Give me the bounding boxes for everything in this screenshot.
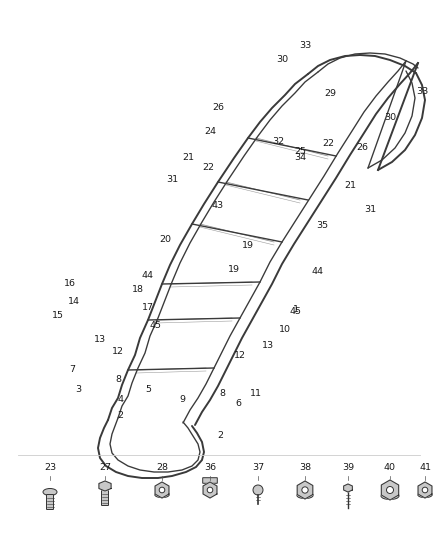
Polygon shape — [344, 484, 352, 492]
Polygon shape — [99, 481, 111, 491]
Text: 10: 10 — [279, 326, 291, 335]
Text: 40: 40 — [384, 463, 396, 472]
Text: 26: 26 — [356, 143, 368, 152]
Circle shape — [302, 487, 308, 493]
Text: 31: 31 — [364, 206, 376, 214]
Ellipse shape — [381, 492, 399, 499]
Text: 18: 18 — [132, 286, 144, 295]
Text: 33: 33 — [299, 42, 311, 51]
FancyBboxPatch shape — [46, 495, 53, 510]
Polygon shape — [418, 482, 432, 498]
Text: 44: 44 — [312, 268, 324, 277]
Text: 7: 7 — [69, 366, 75, 375]
Text: 35: 35 — [316, 221, 328, 230]
Text: 9: 9 — [179, 395, 185, 405]
Text: 4: 4 — [117, 395, 123, 405]
Text: 38: 38 — [299, 463, 311, 472]
Text: 3: 3 — [75, 385, 81, 394]
Text: 23: 23 — [44, 463, 56, 472]
Text: 33: 33 — [416, 87, 428, 96]
Text: 16: 16 — [64, 279, 76, 288]
Text: 21: 21 — [344, 181, 356, 190]
FancyBboxPatch shape — [203, 478, 217, 483]
Text: 19: 19 — [228, 265, 240, 274]
Text: 14: 14 — [68, 297, 80, 306]
Text: 8: 8 — [219, 389, 225, 398]
Text: 31: 31 — [166, 175, 178, 184]
Polygon shape — [297, 481, 313, 499]
Ellipse shape — [297, 492, 313, 498]
Text: 36: 36 — [204, 463, 216, 472]
Circle shape — [159, 487, 165, 493]
Text: 5: 5 — [145, 385, 151, 394]
Text: 34: 34 — [294, 154, 306, 163]
Circle shape — [422, 487, 428, 493]
Polygon shape — [203, 482, 217, 498]
Text: 19: 19 — [242, 241, 254, 251]
Text: 27: 27 — [99, 463, 111, 472]
Text: 13: 13 — [94, 335, 106, 344]
Text: 20: 20 — [159, 236, 171, 245]
Text: 21: 21 — [182, 154, 194, 163]
Text: 39: 39 — [342, 463, 354, 472]
Text: 24: 24 — [204, 127, 216, 136]
FancyBboxPatch shape — [102, 490, 109, 505]
Text: 25: 25 — [294, 148, 306, 157]
Text: 11: 11 — [250, 389, 262, 398]
Text: 30: 30 — [276, 55, 288, 64]
Text: 2: 2 — [217, 431, 223, 440]
Text: 22: 22 — [322, 139, 334, 148]
Text: 45: 45 — [149, 320, 161, 329]
Ellipse shape — [418, 492, 432, 498]
Text: 2: 2 — [117, 410, 123, 419]
Text: 45: 45 — [289, 308, 301, 317]
Text: 12: 12 — [234, 351, 246, 359]
Text: 12: 12 — [112, 348, 124, 357]
Text: 17: 17 — [142, 303, 154, 312]
Circle shape — [207, 487, 213, 493]
Text: 43: 43 — [212, 201, 224, 211]
Ellipse shape — [155, 492, 169, 498]
Text: 13: 13 — [262, 341, 274, 350]
Polygon shape — [381, 480, 399, 500]
Text: 37: 37 — [252, 463, 264, 472]
Text: 30: 30 — [384, 114, 396, 123]
Text: 8: 8 — [115, 376, 121, 384]
Circle shape — [386, 487, 393, 494]
Text: 41: 41 — [419, 463, 431, 472]
Text: 22: 22 — [202, 164, 214, 173]
Circle shape — [253, 485, 263, 495]
Text: 29: 29 — [324, 90, 336, 99]
Text: 26: 26 — [212, 103, 224, 112]
Text: 15: 15 — [52, 311, 64, 320]
Text: 1: 1 — [293, 305, 299, 314]
Polygon shape — [155, 482, 169, 498]
Text: 6: 6 — [235, 399, 241, 408]
Text: 28: 28 — [156, 463, 168, 472]
Text: 44: 44 — [142, 271, 154, 279]
Ellipse shape — [43, 489, 57, 496]
Text: 32: 32 — [272, 138, 284, 147]
